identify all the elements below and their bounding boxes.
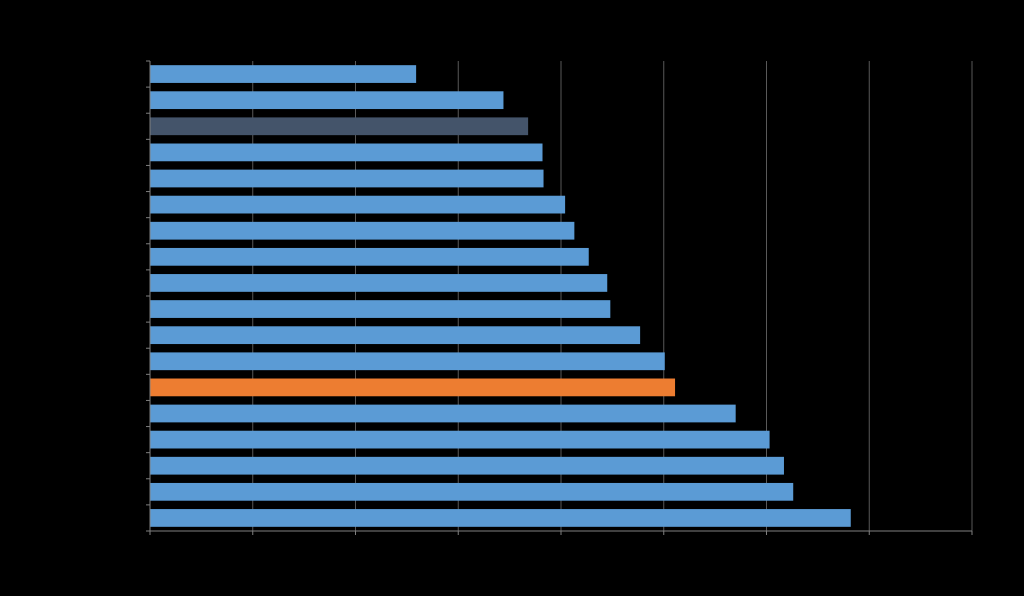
- bar: [150, 352, 665, 371]
- bar: [150, 143, 543, 162]
- bar: [150, 404, 736, 423]
- bar: [150, 65, 417, 83]
- bar: [150, 509, 851, 527]
- bar: [150, 430, 770, 449]
- bar: [150, 326, 641, 345]
- axes: [146, 60, 973, 535]
- bar: [150, 221, 575, 240]
- bar: [150, 378, 676, 397]
- bar: [150, 247, 589, 266]
- bar: [150, 274, 608, 292]
- bar: [150, 482, 794, 501]
- bar: [150, 195, 566, 214]
- bar: [150, 169, 544, 188]
- bar: [150, 300, 611, 318]
- bars: [150, 65, 851, 527]
- bar: [150, 117, 529, 136]
- bar: [150, 91, 504, 110]
- gridlines: [252, 61, 973, 531]
- bar: [150, 456, 784, 475]
